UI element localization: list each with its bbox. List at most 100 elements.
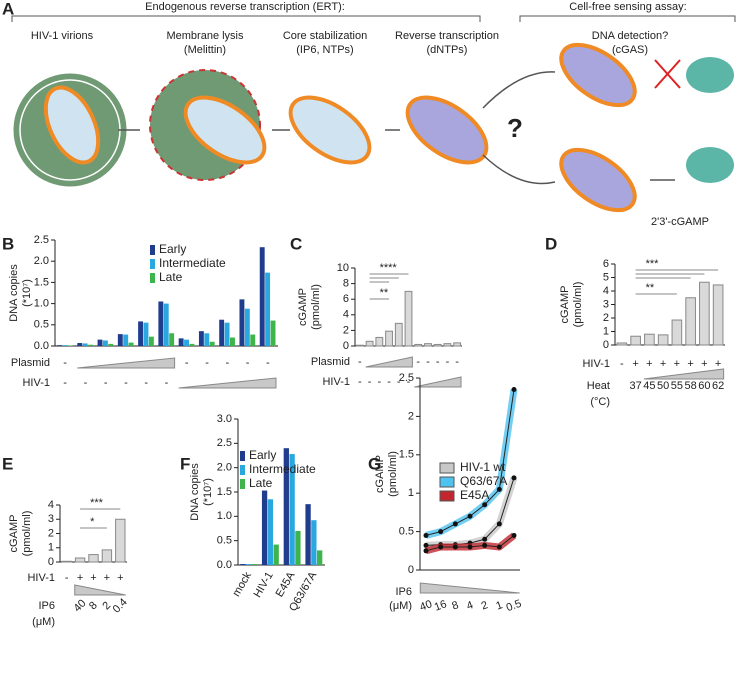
x-axis-title: IP6 — [395, 586, 412, 598]
bar — [453, 342, 462, 347]
row-mark: 0.4 — [111, 596, 130, 615]
row-label: HIV-1 — [582, 358, 610, 370]
bar — [657, 334, 669, 346]
legend-swatch — [240, 479, 245, 489]
bar — [57, 345, 62, 346]
y-tick-label: 2 — [343, 324, 349, 336]
y-tick-label: 1 — [603, 325, 609, 337]
point — [511, 387, 517, 393]
row-mark: 62 — [712, 380, 724, 392]
row-mark: - — [436, 356, 440, 368]
bar — [138, 321, 144, 346]
bar — [261, 490, 268, 565]
row-mark: - — [185, 357, 189, 369]
bar — [404, 290, 413, 347]
legend-label: Early — [159, 242, 186, 256]
bar — [88, 554, 99, 563]
y-axis-title: (*10⁷) — [21, 279, 33, 307]
row-mark: 60 — [698, 380, 710, 392]
bar — [143, 322, 149, 346]
point — [496, 544, 502, 550]
x-tick-label: 8 — [450, 599, 460, 612]
core — [559, 147, 637, 213]
row-mark: 55 — [671, 380, 683, 392]
point — [467, 544, 473, 550]
point — [496, 521, 502, 527]
legend-swatch — [240, 465, 245, 475]
sig-label: ** — [380, 287, 389, 299]
point — [438, 544, 444, 550]
panel-label: D — [545, 234, 557, 253]
row-mark: + — [117, 572, 123, 584]
y-tick-label: 10 — [337, 262, 349, 274]
y-axis-title: DNA copies — [189, 463, 201, 521]
core — [288, 95, 372, 165]
y-tick-label: 2.0 — [34, 255, 49, 267]
point — [423, 548, 429, 554]
bar — [239, 299, 245, 346]
point — [467, 513, 473, 519]
y-tick-label: 1.5 — [399, 449, 414, 461]
y-tick-label: 3.0 — [217, 413, 232, 425]
ramp — [414, 376, 462, 388]
bar — [219, 319, 225, 346]
ramp — [74, 584, 126, 596]
y-tick-label: 0 — [603, 339, 609, 351]
arrow — [482, 71, 556, 185]
bar — [270, 320, 276, 346]
row-mark: - — [246, 357, 250, 369]
ramp — [365, 356, 413, 368]
y-axis-title: cGAMP — [297, 288, 309, 326]
product-label: 2'3'-cGAMP — [651, 216, 709, 228]
y-tick-label: 1 — [48, 542, 54, 554]
bar — [273, 544, 279, 565]
sig-label: **** — [380, 262, 398, 274]
bar — [184, 339, 189, 346]
step-detail: (cGAS) — [612, 44, 648, 56]
row-mark: - — [358, 376, 362, 388]
y-tick-label: 1.0 — [217, 510, 232, 522]
point — [482, 536, 488, 542]
row-mark: 45 — [643, 380, 655, 392]
core — [405, 95, 489, 165]
legend-label: HIV-1 wt — [460, 460, 506, 474]
bar — [311, 520, 317, 565]
bar — [295, 530, 301, 565]
bar — [245, 564, 252, 565]
legend-swatch — [439, 476, 455, 488]
bar — [433, 343, 442, 347]
panel-label: G — [368, 454, 381, 473]
bar — [265, 272, 271, 346]
y-tick-label: 0.5 — [399, 526, 414, 538]
row-label: Plasmid — [11, 357, 50, 369]
y-axis-title: cGAMP — [8, 515, 20, 553]
bar — [355, 344, 364, 347]
point — [482, 502, 488, 508]
row-mark: 8 — [87, 600, 100, 613]
bar — [630, 335, 641, 346]
ramp — [77, 357, 176, 369]
bar — [82, 343, 88, 346]
row-mark: 37 — [630, 380, 642, 392]
y-tick-label: 0 — [48, 556, 54, 568]
x-tick-label: 4 — [465, 599, 475, 612]
bar — [699, 281, 710, 346]
y-tick-label: 1.0 — [34, 298, 49, 310]
bar — [671, 319, 683, 346]
row-mark: - — [165, 377, 169, 389]
point — [423, 542, 429, 548]
step-detail: (Melittin) — [184, 44, 226, 56]
y-tick-label: 2 — [408, 410, 414, 422]
bar — [305, 504, 311, 565]
bar — [224, 322, 230, 346]
bar — [685, 297, 696, 346]
row-mark: - — [368, 376, 372, 388]
bar — [443, 343, 452, 347]
panel-label: F — [180, 454, 190, 473]
y-tick-label: 5 — [603, 271, 609, 283]
row-mark: 58 — [685, 380, 697, 392]
sig-label: *** — [646, 258, 660, 270]
bar — [198, 331, 204, 346]
legend-swatch — [240, 451, 245, 461]
bar — [117, 334, 123, 346]
